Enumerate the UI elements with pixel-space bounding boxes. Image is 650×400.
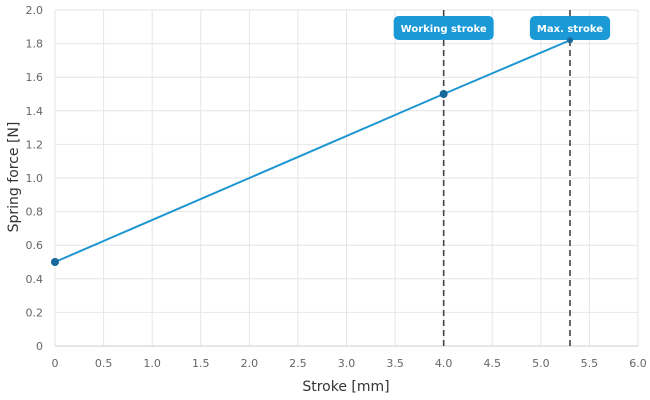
y-tick-label: 1.0	[26, 172, 44, 185]
data-point	[51, 258, 59, 266]
grid	[54, 9, 639, 347]
y-tick-label: 2.0	[26, 4, 44, 17]
y-tick-label: 0.8	[26, 206, 44, 219]
x-tick-label: 5.0	[532, 357, 550, 370]
x-tick-label: 4.5	[484, 357, 502, 370]
marker-label: Max. stroke	[537, 24, 603, 35]
x-tick-label: 0.5	[95, 357, 113, 370]
x-tick-label: 3.5	[386, 357, 404, 370]
x-tick-label: 4.0	[435, 357, 453, 370]
marker-badge-bg	[393, 16, 494, 40]
data-point	[439, 90, 448, 98]
x-tick-label: 2.0	[241, 357, 259, 370]
x-axis-ticks: 0 0.5 1.0 1.5 2.0 2.5 3.0 3.5 4.0 4.5 5.0 5.5 6.0	[52, 357, 647, 370]
y-tick-label: 1.2	[26, 138, 44, 151]
marker-badge-bg	[529, 16, 611, 40]
x-tick-label: 1.5	[192, 357, 210, 370]
x-tick-label: 6.0	[629, 357, 647, 370]
x-tick-label: 0	[52, 357, 59, 370]
y-axis-title: Spring force [N]	[6, 122, 22, 233]
y-axis-ticks: 0 0.2 0.4 0.6 0.8 1.0 1.2 1.4 1.6 1.8 2.0	[26, 4, 44, 353]
marker-badge-working-stroke: Working stroke	[393, 16, 494, 40]
y-tick-label: 0.4	[26, 273, 44, 286]
y-tick-label: 0.6	[26, 239, 44, 252]
y-tick-label: 1.6	[26, 71, 44, 84]
series-layer	[51, 37, 573, 266]
marker-badge-max-stroke: Max. stroke	[529, 16, 611, 40]
x-tick-label: 5.5	[581, 357, 599, 370]
data-point	[566, 37, 573, 44]
y-tick-label: 1.8	[26, 38, 44, 51]
x-axis-title: Stroke [mm]	[302, 379, 389, 395]
stroke-markers: Working stroke Max. stroke	[393, 10, 611, 346]
marker-label: Working stroke	[401, 24, 487, 35]
x-tick-label: 1.0	[143, 357, 161, 370]
x-tick-label: 3.0	[338, 357, 356, 370]
x-tick-label: 2.5	[289, 357, 307, 370]
y-tick-label: 1.4	[26, 105, 44, 118]
y-tick-label: 0.2	[26, 306, 44, 319]
y-tick-label: 0	[36, 340, 43, 353]
